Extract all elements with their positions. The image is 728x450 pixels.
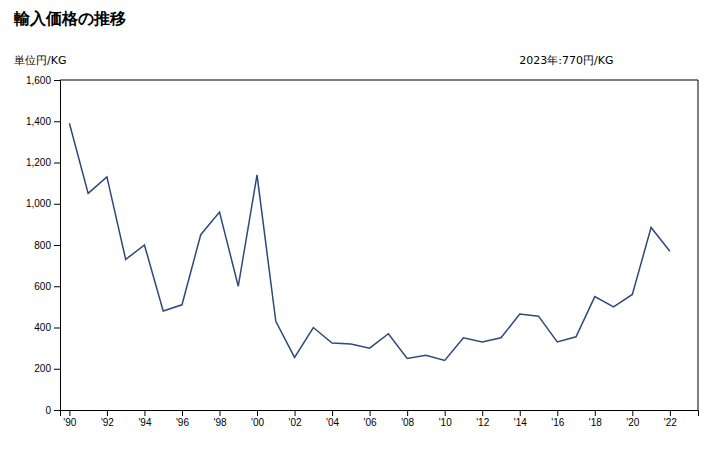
tick: '10 <box>439 410 452 428</box>
tick-label: 1,400 <box>26 116 51 127</box>
tick: '96 <box>176 410 189 428</box>
tick: 400 <box>34 322 60 333</box>
tick: 1,200 <box>26 157 60 168</box>
tick-label: '02 <box>289 417 302 428</box>
tick-label: 1,200 <box>26 157 51 168</box>
tick: '18 <box>589 410 602 428</box>
tick-mark <box>54 410 60 411</box>
tick-mark <box>370 410 371 416</box>
tick-mark <box>557 410 558 416</box>
tick: '16 <box>551 410 564 428</box>
tick: '98 <box>213 410 226 428</box>
tick-label: 800 <box>34 240 51 251</box>
x-axis: '90 '92 '94 '96 '98 '00 '02 '04 '06 '08 '10 '12 '14 '… <box>61 410 699 428</box>
tick-label: '10 <box>439 417 452 428</box>
tick-mark <box>332 410 333 416</box>
tick: '04 <box>326 410 339 428</box>
axis-line <box>61 411 699 417</box>
tick-mark <box>144 410 145 416</box>
tick-label: 0 <box>45 405 51 416</box>
tick-mark <box>69 410 70 416</box>
tick: 1,400 <box>26 116 60 127</box>
tick-label: '96 <box>176 417 189 428</box>
tick: 800 <box>34 240 60 251</box>
tick: 1,000 <box>26 198 60 209</box>
tick-label: '98 <box>213 417 226 428</box>
tick: '90 <box>63 410 76 428</box>
tick-mark <box>407 410 408 416</box>
tick-mark <box>54 286 60 287</box>
tick-label: '22 <box>664 417 677 428</box>
tick: '14 <box>514 410 527 428</box>
tick: 1,600 <box>26 75 60 86</box>
tick-mark <box>54 121 60 122</box>
tick-label: 1,000 <box>26 198 51 209</box>
tick-mark <box>54 163 60 164</box>
tick-label: '18 <box>589 417 602 428</box>
tick: 600 <box>34 281 60 292</box>
tick-mark <box>182 410 183 416</box>
tick-label: 400 <box>34 322 51 333</box>
tick-label: '94 <box>138 417 151 428</box>
tick-label: '04 <box>326 417 339 428</box>
tick-mark <box>482 410 483 416</box>
tick: '22 <box>664 410 677 428</box>
tick: '20 <box>626 410 639 428</box>
marks <box>69 123 669 360</box>
tick-mark <box>54 80 60 81</box>
tick-mark <box>54 245 60 246</box>
tick: '00 <box>251 410 264 428</box>
tick-mark <box>54 204 60 205</box>
tick-label: 1,600 <box>26 75 51 86</box>
tick-label: '14 <box>514 417 527 428</box>
axis-line <box>54 81 61 411</box>
tick-mark <box>670 410 671 416</box>
plot: '90 '92 '94 '96 '98 '00 '02 '04 '06 '08 '10 '12 '14 '… <box>26 75 699 428</box>
tick-mark <box>445 410 446 416</box>
tick-label: '20 <box>626 417 639 428</box>
tick-label: 200 <box>34 363 51 374</box>
frame <box>698 80 699 410</box>
tick-mark <box>54 328 60 329</box>
title: 輸入価格の推移 <box>13 9 126 28</box>
y-label: 単位円/KG <box>14 54 66 67</box>
tick-label: 600 <box>34 281 51 292</box>
tick-mark <box>107 410 108 416</box>
tick-label: '08 <box>401 417 414 428</box>
tick-label: '16 <box>551 417 564 428</box>
tick-label: '06 <box>364 417 377 428</box>
tick-label: '90 <box>63 417 76 428</box>
tick-label: '92 <box>101 417 114 428</box>
tick: '94 <box>138 410 151 428</box>
frame <box>60 80 698 81</box>
tick-mark <box>257 410 258 416</box>
y-axis: 0 200 400 600 800 1,000 1,200 1,400 1,600 <box>26 75 61 416</box>
tick: '92 <box>101 410 114 428</box>
tick: '12 <box>476 410 489 428</box>
annotation: 2023年:770円/KG <box>519 54 613 67</box>
tick-mark <box>595 410 596 416</box>
tick-mark <box>54 369 60 370</box>
tick: '08 <box>401 410 414 428</box>
chart: '90 '92 '94 '96 '98 '00 '02 '04 '06 '08 '10 '12 '14 '… <box>0 0 728 450</box>
tick-mark <box>220 410 221 416</box>
tick: '02 <box>289 410 302 428</box>
tick-mark <box>520 410 521 416</box>
line <box>69 123 669 360</box>
tick: 0 <box>45 405 60 416</box>
tick-mark <box>295 410 296 416</box>
tick: 200 <box>34 363 60 374</box>
tick-label: '12 <box>476 417 489 428</box>
tick-mark <box>632 410 633 416</box>
tick: '06 <box>364 410 377 428</box>
tick-label: '00 <box>251 417 264 428</box>
